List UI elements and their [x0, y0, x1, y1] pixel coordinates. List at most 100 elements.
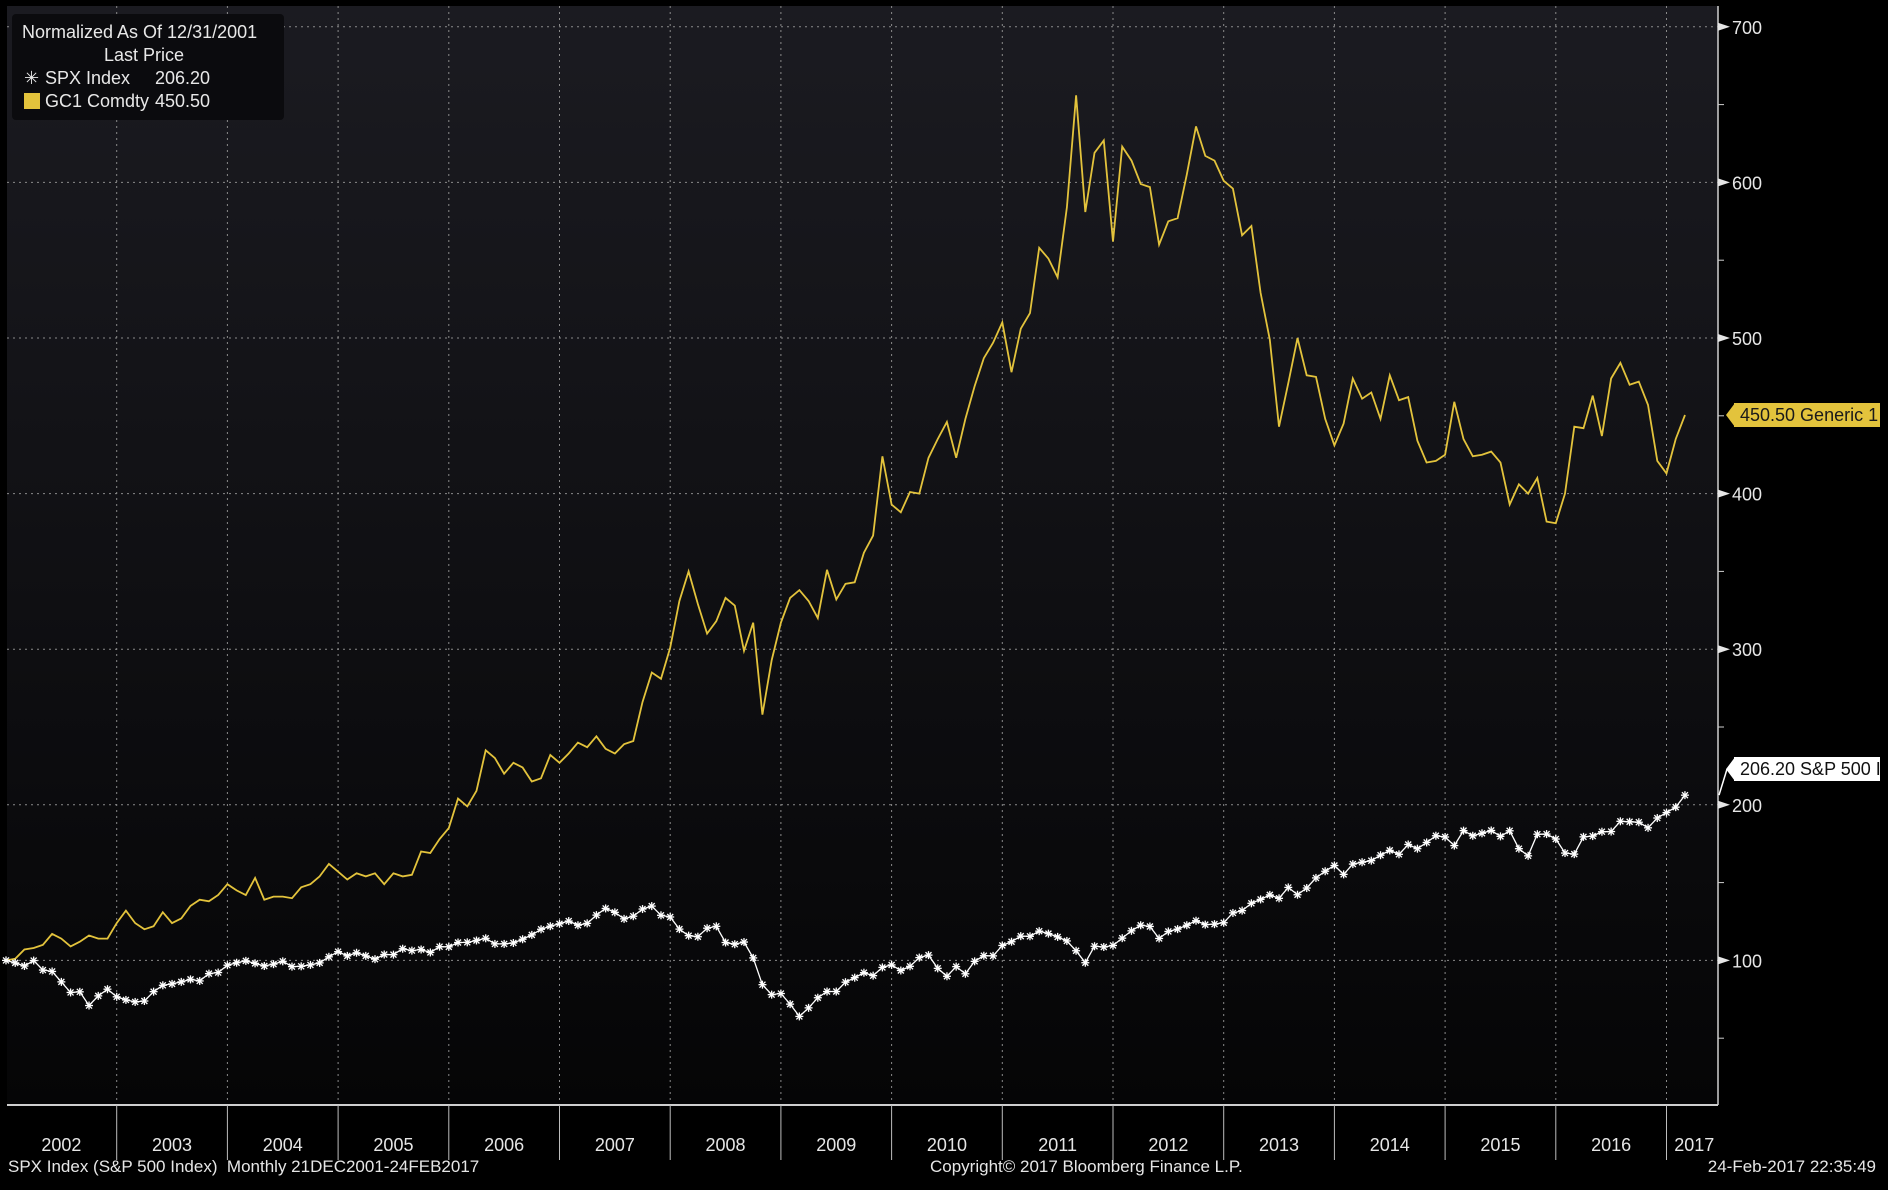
spx-point-marker: [140, 997, 149, 1006]
spx-point-marker: [11, 958, 20, 967]
spx-point-marker: [1275, 894, 1284, 903]
spx-point-marker: [214, 968, 223, 977]
spx-point-marker: [1053, 932, 1062, 941]
spx-point-marker: [1404, 840, 1413, 849]
legend-spx-name: SPX Index: [45, 68, 131, 88]
spx-point-marker: [537, 925, 546, 934]
spx-point-marker: [1468, 831, 1477, 840]
legend-spx-marker-icon: ✳: [24, 68, 40, 88]
spx-point-marker: [573, 921, 582, 930]
spx-point-marker: [1044, 929, 1053, 938]
spx-point-marker: [795, 1012, 804, 1021]
spx-point-marker: [546, 922, 555, 931]
x-tick-label: 2012: [1148, 1135, 1188, 1155]
spx-point-marker: [66, 988, 75, 997]
spx-point-marker: [121, 995, 130, 1004]
spx-point-marker: [850, 973, 859, 982]
spx-point-marker: [1561, 849, 1570, 858]
spx-point-marker: [703, 924, 712, 933]
spx-point-marker: [444, 942, 453, 951]
spx-point-marker: [1025, 932, 1034, 941]
spx-point-marker: [380, 950, 389, 959]
spx-point-marker: [343, 951, 352, 960]
spx-point-marker: [417, 945, 426, 954]
spx-point-marker: [1634, 818, 1643, 827]
spx-point-marker: [407, 946, 416, 955]
spx-point-marker: [1007, 937, 1016, 946]
spx-point-marker: [1607, 827, 1616, 836]
spx-point-marker: [1671, 803, 1680, 812]
spx-point-marker: [841, 978, 850, 987]
y-tick-label: 200: [1732, 796, 1762, 816]
spx-point-marker: [204, 969, 213, 978]
spx-point-marker: [675, 925, 684, 934]
spx-point-marker: [527, 930, 536, 939]
y-tick-label: 300: [1732, 640, 1762, 660]
spx-point-marker: [1293, 890, 1302, 899]
spx-point-marker: [1339, 870, 1348, 879]
spx-point-marker: [1487, 826, 1496, 835]
spx-point-marker: [1164, 927, 1173, 936]
spx-point-marker: [223, 961, 232, 970]
x-tick-label: 2005: [373, 1135, 413, 1155]
spx-point-marker: [1644, 823, 1653, 832]
spx-point-marker: [435, 942, 444, 951]
spx-point-marker: [306, 960, 315, 969]
spx-point-marker: [823, 987, 832, 996]
x-tick-label: 2006: [484, 1135, 524, 1155]
spx-point-marker: [933, 964, 942, 973]
spx-point-marker: [1062, 936, 1071, 945]
spx-point-marker: [112, 992, 121, 1001]
x-tick-label: 2002: [41, 1135, 81, 1155]
spx-point-marker: [592, 911, 601, 920]
spx-point-marker: [186, 975, 195, 984]
spx-point-marker: [1219, 918, 1228, 927]
tag-pointer: [1726, 403, 1735, 428]
spx-point-marker: [241, 956, 250, 965]
spx-point-marker: [426, 948, 435, 957]
spx-last-price-tag: 206.20 S&P 500 I: [1734, 757, 1881, 782]
y-tick-label: 500: [1732, 329, 1762, 349]
spx-point-marker: [776, 989, 785, 998]
spx-point-marker: [500, 939, 509, 948]
x-tick-label: 2011: [1038, 1135, 1077, 1155]
spx-point-marker: [767, 990, 776, 999]
spx-point-marker: [813, 993, 822, 1002]
spx-point-marker: [57, 977, 66, 986]
legend-spx-value: 206.20: [155, 68, 211, 88]
spx-point-marker: [1136, 921, 1145, 930]
spx-point-marker: [629, 912, 638, 921]
spx-point-marker: [583, 919, 592, 928]
spx-point-marker: [269, 960, 278, 969]
spx-point-marker: [1182, 921, 1191, 930]
spx-point-marker: [906, 962, 915, 971]
spx-point-marker: [1385, 846, 1394, 855]
spx-point-marker: [20, 962, 29, 971]
spx-point-marker: [915, 953, 924, 962]
tag-pointer: [1726, 757, 1735, 782]
tag-leader-line: [1718, 768, 1728, 796]
spx-point-marker: [463, 938, 472, 947]
spx-point-marker: [1478, 829, 1486, 838]
spx-point-marker: [961, 969, 970, 978]
spx-point-marker: [371, 955, 379, 964]
x-tick-label: 2009: [816, 1135, 856, 1155]
legend-gold-value: 450.50: [155, 91, 211, 111]
gold-last-price-tag: 450.50 Generic 1: [1734, 403, 1880, 428]
spx-point-marker: [324, 952, 333, 961]
spx-point-marker: [620, 914, 629, 923]
legend-subtitle: Last Price: [104, 45, 185, 65]
spx-point-marker: [472, 936, 481, 945]
footer-copyright: Copyright© 2017 Bloomberg Finance L.P.: [930, 1157, 1243, 1176]
spx-point-marker: [1256, 895, 1265, 904]
spx-point-marker: [251, 959, 260, 968]
spx-point-marker: [1321, 867, 1330, 876]
spx-point-marker: [1413, 844, 1422, 853]
x-tick-label: 2015: [1480, 1135, 1520, 1155]
spx-point-marker: [1145, 922, 1154, 931]
spx-point-marker: [555, 919, 564, 928]
spx-point-marker: [168, 979, 177, 988]
spx-point-marker: [656, 911, 665, 920]
spx-point-marker: [1099, 943, 1108, 952]
gold-line: [5, 95, 1686, 962]
